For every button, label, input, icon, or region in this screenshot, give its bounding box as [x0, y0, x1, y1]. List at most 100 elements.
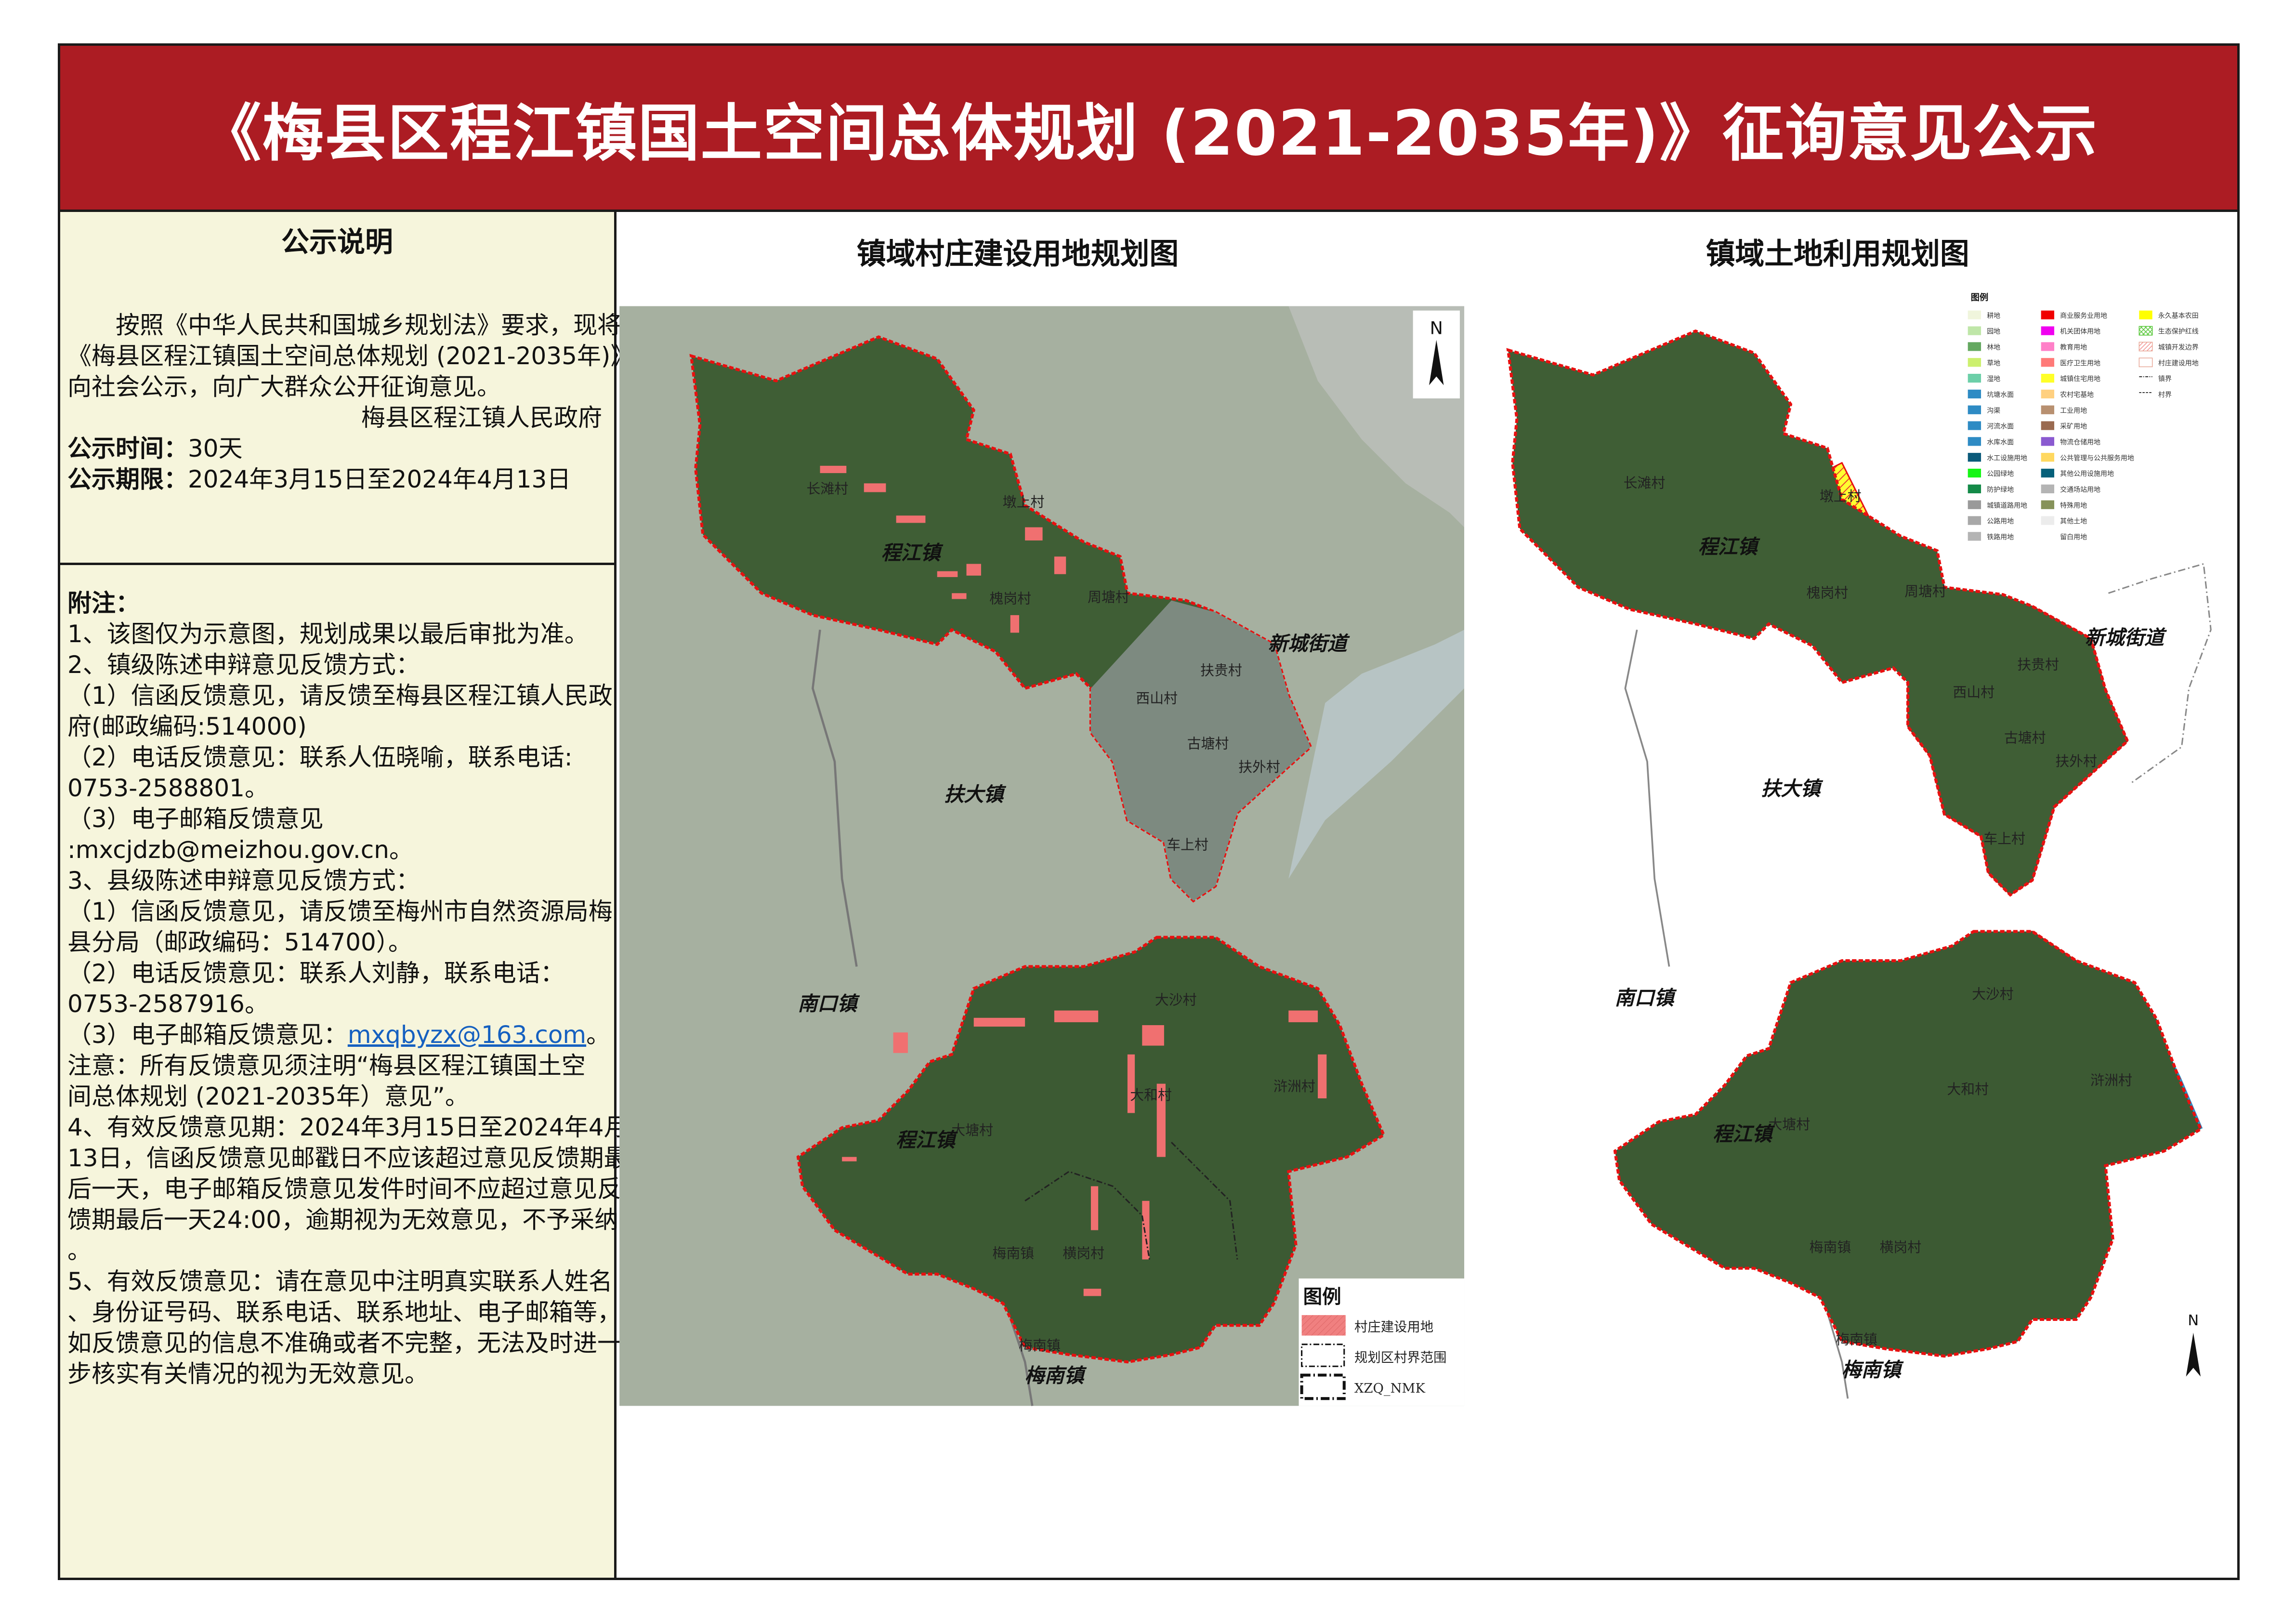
- legend-label: 坑塘水面: [1987, 391, 2014, 399]
- village-label: 西山村: [1953, 684, 1995, 700]
- legend-label: 林地: [1987, 344, 2000, 352]
- village-label: 车上村: [1983, 831, 2025, 847]
- north-arrow-icon: [1429, 340, 1444, 385]
- note-line: 间总体规划 (2021-2035年）意见”。: [67, 1082, 469, 1110]
- legend-swatch: [2041, 421, 2055, 430]
- notes-list-b: 注意：所有反馈意见须注明“梅县区程江镇国土空 间总体规划 (2021-2035年）…: [67, 1050, 628, 1389]
- village-label: 横岗村: [1063, 1245, 1104, 1261]
- village-label: 大塘村: [1769, 1116, 1811, 1133]
- note-line: 步核实有关情况的视为无效意见。: [67, 1360, 429, 1388]
- notice-period: 公示期限：2024年3月15日至2024年4月13日: [67, 464, 607, 495]
- legend-swatch: [2041, 468, 2055, 478]
- legend-title: 图例: [1971, 292, 1988, 303]
- town-label: 扶大镇: [944, 783, 1006, 806]
- legend-label: 永久基本农田: [2158, 312, 2199, 320]
- legend-swatch: [2041, 453, 2055, 462]
- legend-swatch: [2041, 484, 2055, 494]
- north-arrow-icon: [2186, 1332, 2201, 1377]
- note-line: 后一天，电子邮箱反馈意见发件时间不应超过意见反: [67, 1175, 621, 1203]
- village-label: 周塘村: [1088, 589, 1129, 606]
- legend-swatch: [2041, 373, 2055, 383]
- north-boundary: [1508, 331, 2127, 895]
- note-line: 5、有效反馈意见：请在意见中注明真实联系人姓名: [67, 1267, 613, 1295]
- legend-label: 水库水面: [1987, 438, 2014, 446]
- legend-swatch: [2041, 358, 2055, 367]
- legend-label: 河流水面: [1987, 423, 2014, 431]
- legend-label: 公路用地: [1987, 518, 2014, 526]
- notes: 附注： 1、该图仅为示意图，规划成果以最后审批为准。 2、镇级陈述申辩意见反馈方式…: [67, 588, 628, 1389]
- notice-intro: 按照《中华人民共和国城乡规划法》要求，现将 《梅县区程江镇国土空间总体规划 (2…: [67, 310, 635, 495]
- legend-swatch: [2041, 326, 2055, 335]
- legend-label: 农村宅基地: [2060, 391, 2094, 399]
- notes-heading: 附注：: [67, 589, 140, 617]
- legend-label: 留白用地: [2060, 533, 2087, 541]
- legend-swatch: [2041, 405, 2055, 414]
- village-label: 梅南镇: [1810, 1239, 1851, 1255]
- legend-label: 防护绿地: [1987, 486, 2014, 494]
- village-label: 墩上村: [1820, 488, 1862, 504]
- legend-swatch: [2139, 342, 2153, 352]
- title-bar: 《梅县区程江镇国土空间总体规划 (2021-2035年)》征询意见公示: [60, 46, 2237, 212]
- village-map-title: 镇域村庄建设用地规划图: [857, 237, 1179, 271]
- north-arrow: N: [1413, 310, 1460, 399]
- town-label: 新城街道: [2085, 626, 2167, 649]
- legend-swatch: [1968, 532, 1981, 541]
- note-line: 县分局（邮政编码：514700）。: [67, 928, 412, 956]
- legend-label: 水工设施用地: [1987, 454, 2027, 462]
- note-line: 。: [67, 1237, 92, 1265]
- note-line: 1、该图仅为示意图，规划成果以最后审批为准。: [67, 620, 589, 648]
- legend-swatch-xzq: [1300, 1373, 1346, 1400]
- village-map-legend: 图例 村庄建设用地 规划区村界范围 XZQ_NMK: [1299, 1278, 1465, 1406]
- town-label: 南口镇: [798, 992, 860, 1015]
- legend-label: 城镇道路用地: [1987, 502, 2027, 510]
- legend-label: 其他土地: [2060, 518, 2087, 526]
- town-label: 新城街道: [1268, 632, 1350, 655]
- legend-swatch: [2041, 310, 2055, 319]
- village-label: 扶贵村: [1200, 662, 1242, 679]
- legend-swatch-village-boundary: [1301, 1344, 1345, 1367]
- village-label: 大沙村: [1155, 991, 1197, 1008]
- village-label: 扶外村: [1238, 759, 1280, 775]
- legend-swatch: [1968, 484, 1981, 494]
- note-line: （1）信函反馈意见，请反馈至梅州市自然资源局梅: [67, 897, 613, 925]
- legend-label: 教育用地: [2060, 344, 2087, 352]
- north-arrow: N: [2186, 1312, 2201, 1377]
- note-line: 注意：所有反馈意见须注明“梅县区程江镇国土空: [67, 1052, 586, 1080]
- notice-heading: 公示说明: [281, 225, 393, 258]
- legend-label: 特殊用地: [2060, 502, 2087, 510]
- legend-label: 交通场站用地: [2060, 486, 2100, 494]
- email-link[interactable]: mxqbyzx@163.com: [347, 1021, 587, 1049]
- legend-label: 公园绿地: [1987, 470, 2014, 478]
- village-label: 周塘村: [1904, 583, 1946, 599]
- legend-swatch: [1968, 358, 1981, 367]
- page-title: 《梅县区程江镇国土空间总体规划 (2021-2035年)》征询意见公示: [199, 97, 2098, 170]
- time-label: 公示时间：: [67, 435, 188, 462]
- village-label: 长滩村: [806, 481, 848, 497]
- legend-label: 物流仓储用地: [2060, 438, 2100, 446]
- town-boundary: [812, 630, 858, 967]
- village-label: 槐岗村: [1807, 584, 1849, 601]
- legend-label: XZQ_NMK: [1354, 1381, 1425, 1396]
- legend-swatch: [1968, 310, 1981, 319]
- legend-label: 耕地: [1987, 312, 2000, 320]
- intro-line: 《梅县区程江镇国土空间总体规划 (2021-2035年)》: [67, 342, 635, 370]
- town-label: 程江镇: [881, 541, 944, 564]
- intro-line: 向社会公示，向广大群众公开征询意见。: [67, 373, 501, 401]
- town-label: 梅南镇: [1024, 1364, 1087, 1387]
- note-line: 、身份证号码、联系电话、联系地址、电子邮箱等，: [67, 1298, 621, 1326]
- legend-label: 医疗卫生用地: [2060, 359, 2100, 367]
- village-label: 梅南镇: [1836, 1332, 1877, 1348]
- note-line: （3）电子邮箱反馈意见: [67, 805, 324, 833]
- panel-divider: [60, 563, 614, 565]
- legend-label: 工业用地: [2060, 407, 2087, 415]
- village-label: 梅南镇: [993, 1245, 1035, 1261]
- town-label: 程江镇: [896, 1128, 958, 1151]
- north-label: N: [2188, 1312, 2199, 1329]
- legend-label: 采矿用地: [2060, 423, 2087, 431]
- legend-label: 城镇住宅用地: [2060, 375, 2100, 383]
- notice-panel: 公示说明: [60, 212, 617, 1578]
